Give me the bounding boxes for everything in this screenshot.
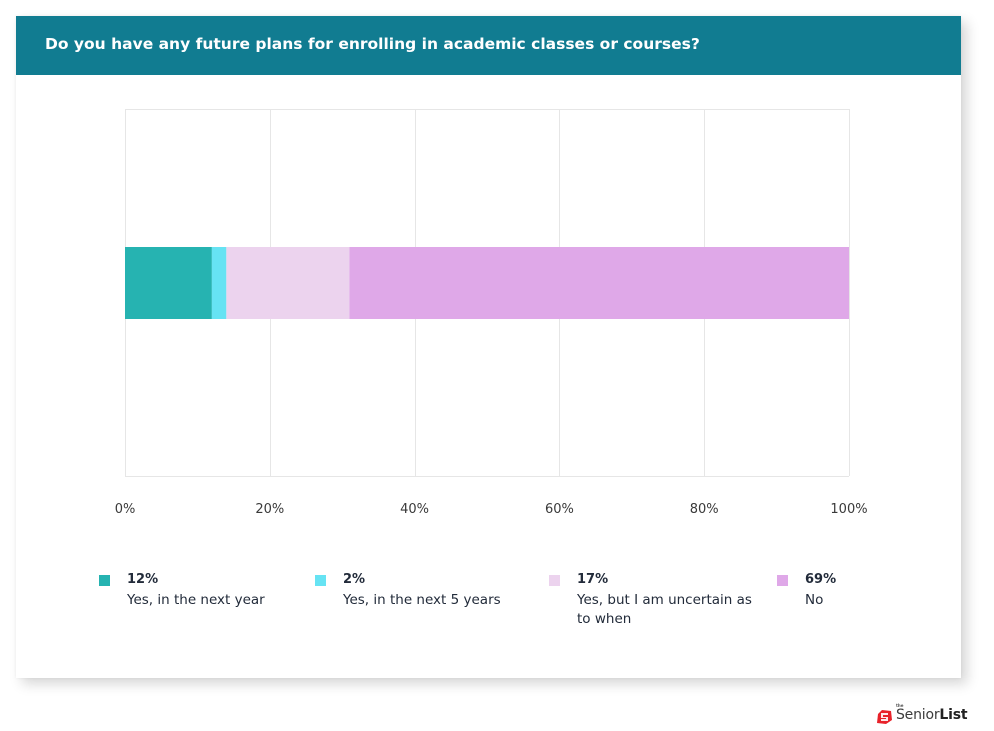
legend-value: 17% [577,572,609,587]
legend-swatch [99,575,110,586]
legend-label: Yes, in the next 5 years [343,592,501,608]
senior-list-logo-icon [877,710,892,724]
brand-name: SeniorList [896,707,968,723]
chart-legend: 12% Yes, in the next year 2% Yes, in the… [99,572,919,652]
bar-segment [211,247,227,319]
legend-value: 12% [127,572,159,587]
bar-segment [125,247,212,319]
x-tick-label: 60% [545,502,574,517]
bar-segment [349,247,849,319]
legend-label: Yes, in the next year [127,592,265,608]
chart-card: Do you have any future plans for enrolli… [16,16,961,678]
chart-title: Do you have any future plans for enrolli… [45,35,700,53]
bar-segment [226,247,350,319]
legend-value: 2% [343,572,366,587]
legend-value: 69% [805,572,837,587]
x-tick-label: 80% [690,502,719,517]
chart-header: Do you have any future plans for enrolli… [16,16,961,75]
legend-swatch [777,575,788,586]
x-tick-label: 0% [115,502,136,517]
brand-the: the [896,703,904,708]
legend-label: No [805,592,824,608]
chart-plot: 0% 20% 40% 60% 80% 100% [115,109,868,517]
legend-label: Yes, but I am uncertain as to when [577,592,752,627]
legend-swatch [549,575,560,586]
x-tick-label: 20% [255,502,284,517]
legend-swatch [315,575,326,586]
x-tick-label: 40% [400,502,429,517]
x-tick-label: 100% [830,502,867,517]
